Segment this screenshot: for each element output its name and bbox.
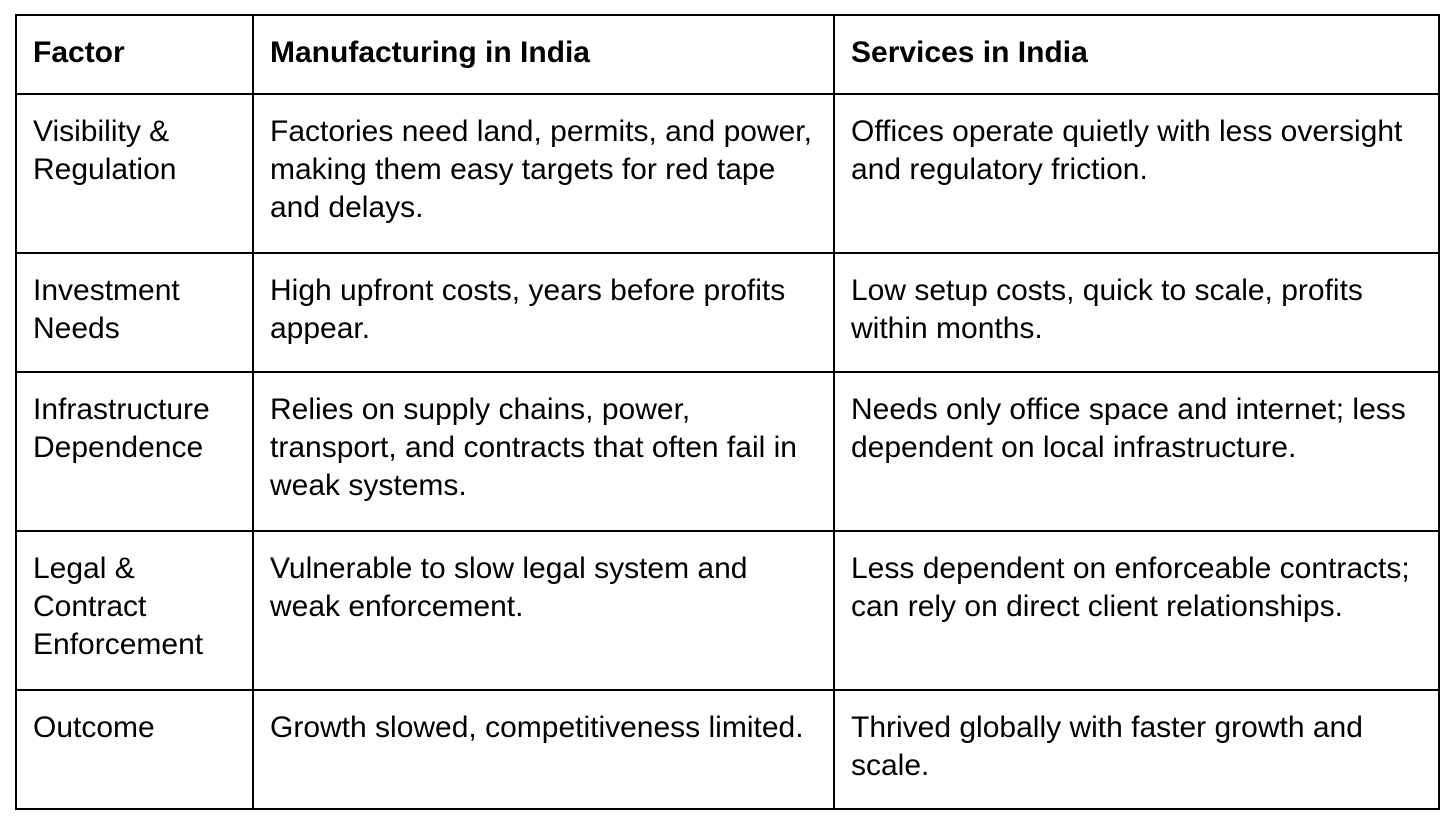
services-cell: Less dependent on enforceable contracts;… [833,530,1440,691]
factor-cell: Legal & Contract Enforcement [15,530,254,691]
table-row: Outcome Growth slowed, competitiveness l… [15,689,1440,810]
header-services: Services in India [833,14,1440,95]
table-row: Legal & Contract Enforcement Vulnerable … [15,530,1440,691]
factor-cell: Investment Needs [15,252,254,373]
header-manufacturing: Manufacturing in India [252,14,835,95]
comparison-table: Factor Manufacturing in India Services i… [15,14,1440,810]
manufacturing-cell: Vulnerable to slow legal system and weak… [252,530,835,691]
factor-cell: Outcome [15,689,254,810]
table-header-row: Factor Manufacturing in India Services i… [15,14,1440,95]
services-cell: Thrived globally with faster growth and … [833,689,1440,810]
services-cell: Needs only office space and internet; le… [833,371,1440,532]
table-row: Infrastructure Dependence Relies on supp… [15,371,1440,532]
header-factor: Factor [15,14,254,95]
table-row: Investment Needs High upfront costs, yea… [15,252,1440,373]
factor-cell: Visibility & Regulation [15,93,254,254]
table-row: Visibility & Regulation Factories need l… [15,93,1440,254]
services-cell: Low setup costs, quick to scale, profits… [833,252,1440,373]
factor-cell: Infrastructure Dependence [15,371,254,532]
services-cell: Offices operate quietly with less oversi… [833,93,1440,254]
manufacturing-cell: High upfront costs, years before profits… [252,252,835,373]
manufacturing-cell: Growth slowed, competitiveness limited. [252,689,835,810]
manufacturing-cell: Relies on supply chains, power, transpor… [252,371,835,532]
manufacturing-cell: Factories need land, permits, and power,… [252,93,835,254]
